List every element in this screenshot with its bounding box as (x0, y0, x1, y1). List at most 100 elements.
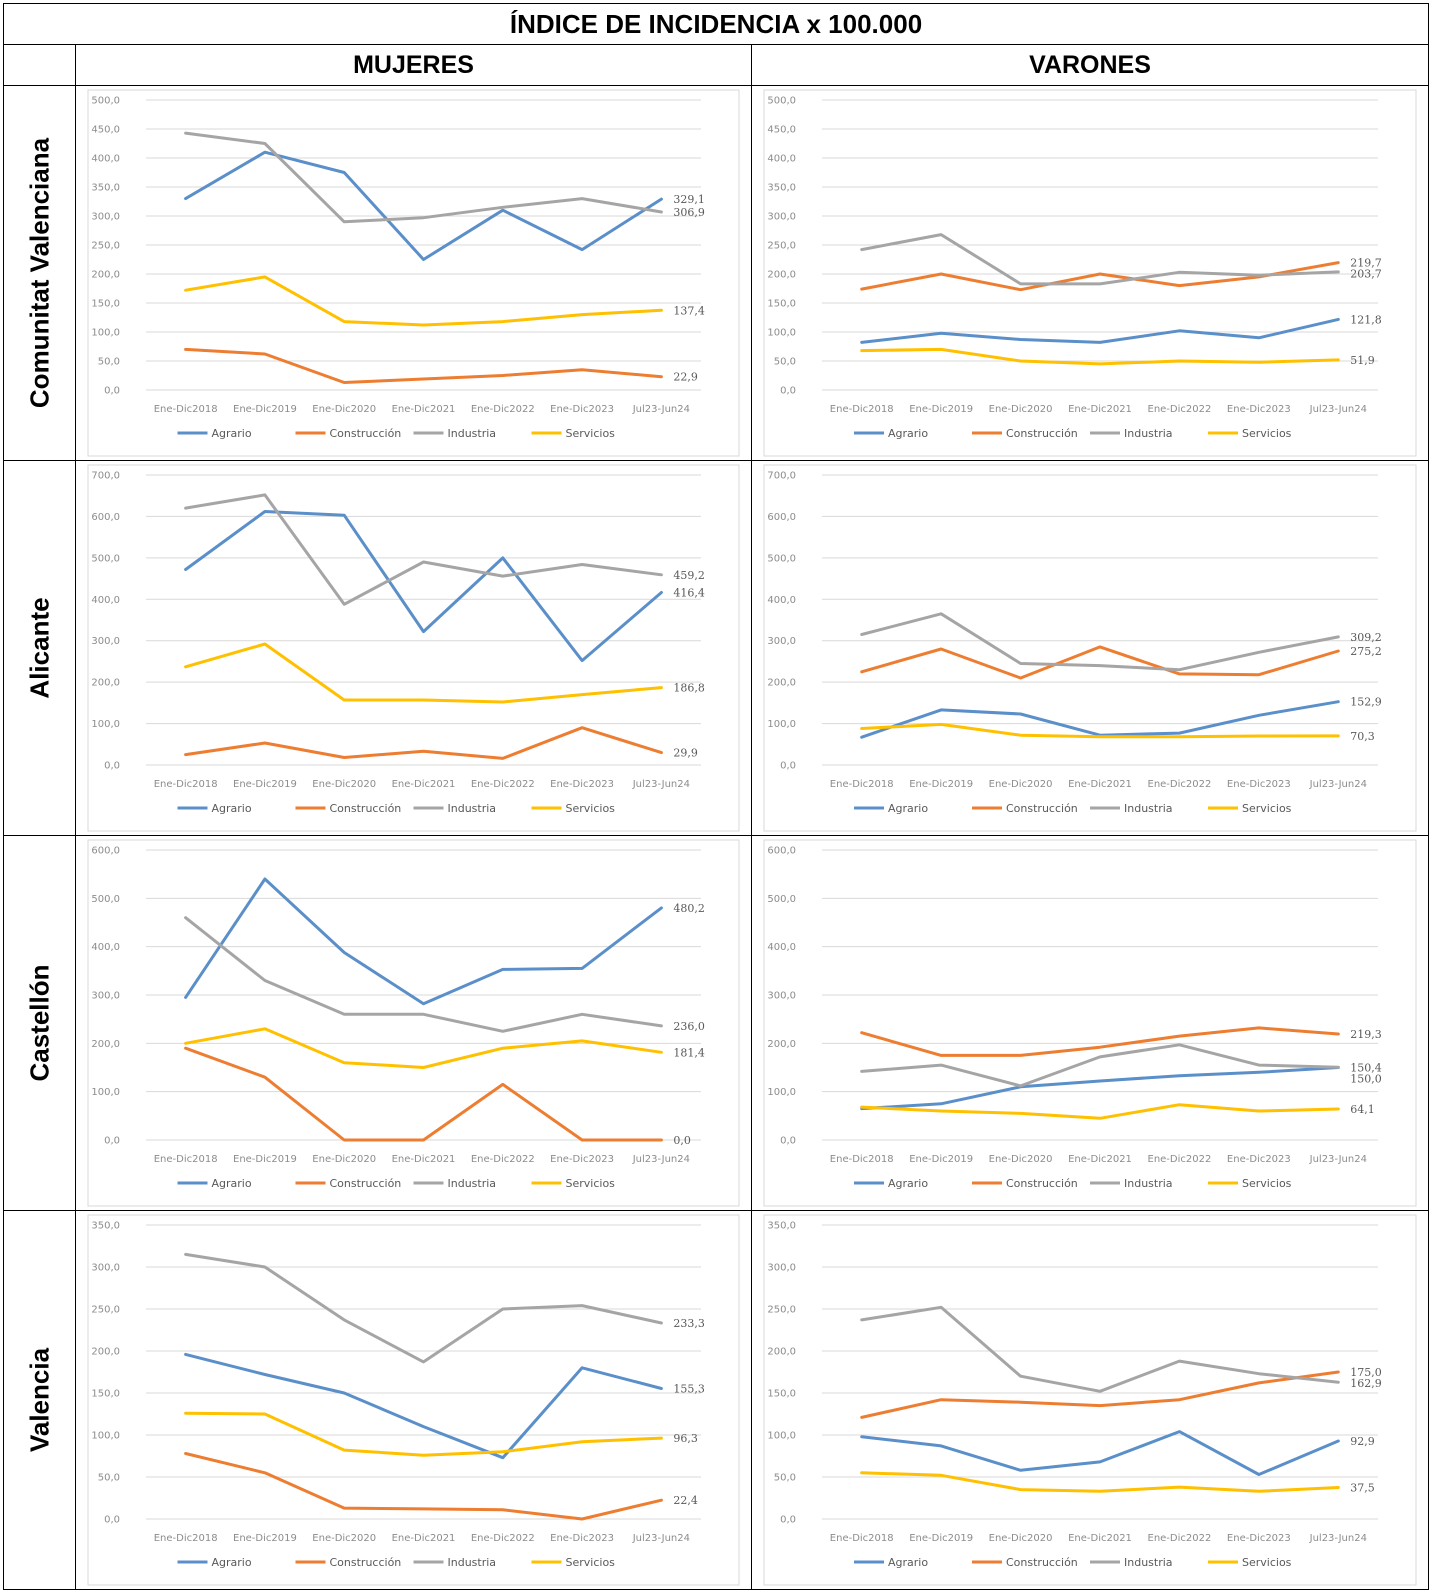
series-line-servicios (184, 275, 663, 327)
series-line-construccion (860, 1370, 1340, 1419)
series-line-agrario (860, 700, 1340, 739)
series-line-agrario (184, 877, 663, 1006)
y-tick-label: 100,0 (91, 1431, 120, 1442)
row-label-comunitat: Comunitat Valenciana (24, 137, 54, 409)
data-label-servicios: 186,8 (673, 682, 705, 695)
y-tick-label: 0,0 (780, 386, 796, 397)
column-header-varones: VARONES (750, 44, 1430, 86)
y-tick-label: 0,0 (104, 761, 120, 772)
y-tick-label: 500,0 (91, 96, 120, 107)
table-title: ÍNDICE DE INCIDENCIA x 100.000 (2, 3, 1430, 45)
y-tick-label: 50,0 (98, 357, 120, 368)
x-tick-label: Ene-Dic2019 (909, 404, 973, 415)
series-line-construccion (184, 726, 663, 760)
y-tick-label: 600,0 (767, 846, 796, 857)
legend-label: Industria (448, 1556, 497, 1569)
x-tick-label: Jul23-Jun24 (632, 1533, 690, 1544)
incidence-table: ÍNDICE DE INCIDENCIA x 100.000 MUJERES V… (2, 3, 1430, 1590)
legend-item-agrario: Agrario (854, 1177, 928, 1190)
data-label-agrario: 150,0 (1350, 1072, 1382, 1085)
x-tick-label: Jul23-Jun24 (1309, 1533, 1367, 1544)
x-tick-label: Ene-Dic2022 (1148, 404, 1212, 415)
legend-label: Industria (1124, 427, 1173, 440)
x-tick-label: Ene-Dic2020 (312, 404, 376, 415)
x-tick-label: Ene-Dic2018 (154, 779, 218, 790)
y-tick-label: 200,0 (91, 1347, 120, 1358)
legend-item-servicios: Servicios (531, 802, 615, 815)
legend-item-agrario: Agrario (177, 802, 252, 815)
x-tick-label: Ene-Dic2022 (1148, 1533, 1212, 1544)
x-tick-label: Ene-Dic2018 (830, 404, 894, 415)
data-label-agrario: 480,2 (673, 902, 705, 915)
chart-valencia-varones: 0,0 50,0 100,0 150,0 200,0 250,0 300,0 350,0 Ene… (763, 1214, 1417, 1586)
data-label-construccion: 219,3 (1350, 1028, 1382, 1041)
legend-label: Servicios (1242, 1177, 1292, 1190)
data-label-servicios: 181,4 (673, 1046, 705, 1059)
y-tick-label: 300,0 (767, 212, 796, 223)
series-line-agrario (184, 510, 663, 663)
x-tick-label: Ene-Dic2019 (233, 1154, 297, 1165)
chart-comunitat-varones: 0,0 50,0 100,0 150,0 200,0 250,0 300,0 350,0 400… (763, 89, 1417, 457)
y-tick-label: 350,0 (767, 1221, 796, 1232)
legend-item-agrario: Agrario (854, 802, 928, 815)
data-label-industria: 306,9 (673, 206, 705, 219)
y-tick-label: 450,0 (91, 125, 120, 136)
legend-label: Agrario (212, 802, 252, 815)
y-tick-label: 300,0 (91, 1263, 120, 1274)
data-label-construccion: 175,0 (1350, 1366, 1382, 1379)
y-tick-label: 450,0 (767, 125, 796, 136)
legend-item-construccion: Construcción (972, 1177, 1078, 1190)
chart-frame (763, 1214, 1417, 1586)
data-label-agrario: 92,9 (1350, 1435, 1375, 1448)
series-line-construccion (184, 1046, 663, 1142)
legend-item-construccion: Construcción (972, 802, 1078, 815)
x-tick-label: Ene-Dic2021 (392, 779, 456, 790)
chart-cell: 0,0 50,0 100,0 150,0 200,0 250,0 300,0 350,0 400… (75, 85, 752, 461)
legend-item-agrario: Agrario (177, 1177, 252, 1190)
data-label-construccion: 0,0 (673, 1134, 691, 1147)
legend-label: Industria (1124, 1556, 1173, 1569)
data-label-industria: 162,9 (1350, 1377, 1382, 1390)
legend-item-industria: Industria (1090, 1556, 1173, 1569)
series-line-servicios (184, 1027, 663, 1069)
y-tick-label: 700,0 (767, 471, 796, 482)
legend-label: Construcción (330, 427, 402, 440)
x-tick-label: Ene-Dic2023 (1227, 404, 1291, 415)
y-tick-label: 300,0 (91, 636, 120, 647)
chart-alicante-varones: 0,0 100,0 200,0 300,0 400,0 500,0 600,0 700,0 En… (763, 464, 1417, 832)
legend-label: Construcción (330, 1177, 402, 1190)
series-line-agrario (860, 1430, 1340, 1476)
chart-frame (87, 464, 740, 832)
y-tick-label: 400,0 (767, 595, 796, 606)
x-tick-label: Ene-Dic2019 (233, 404, 297, 415)
y-tick-label: 600,0 (91, 512, 120, 523)
y-tick-label: 250,0 (767, 1305, 796, 1316)
legend-label: Construcción (1006, 1556, 1078, 1569)
row-label-castellon: Castellón (24, 964, 54, 1082)
series-line-servicios (184, 1411, 663, 1457)
y-tick-label: 50,0 (774, 357, 796, 368)
data-label-servicios: 37,5 (1350, 1482, 1375, 1495)
x-tick-label: Ene-Dic2020 (312, 1533, 376, 1544)
y-tick-label: 250,0 (91, 241, 120, 252)
legend-label: Agrario (212, 1177, 252, 1190)
y-tick-label: 100,0 (91, 328, 120, 339)
series-line-construccion (860, 645, 1340, 680)
x-tick-label: Ene-Dic2022 (1148, 1154, 1212, 1165)
legend-item-servicios: Servicios (1208, 1556, 1292, 1569)
legend-label: Agrario (888, 1177, 928, 1190)
x-tick-label: Ene-Dic2019 (909, 779, 973, 790)
y-tick-label: 0,0 (780, 1136, 796, 1147)
row-label-cell: Comunitat Valenciana (3, 85, 76, 461)
data-label-industria: 309,2 (1350, 631, 1382, 644)
y-tick-label: 350,0 (767, 183, 796, 194)
legend-label: Industria (1124, 1177, 1173, 1190)
y-tick-label: 400,0 (91, 595, 120, 606)
data-label-agrario: 329,1 (673, 193, 705, 206)
legend-label: Construcción (1006, 802, 1078, 815)
legend-label: Servicios (1242, 1556, 1292, 1569)
x-tick-label: Ene-Dic2018 (154, 1154, 218, 1165)
x-tick-label: Ene-Dic2022 (471, 1154, 535, 1165)
x-tick-label: Ene-Dic2020 (989, 1154, 1053, 1165)
y-tick-label: 600,0 (767, 512, 796, 523)
